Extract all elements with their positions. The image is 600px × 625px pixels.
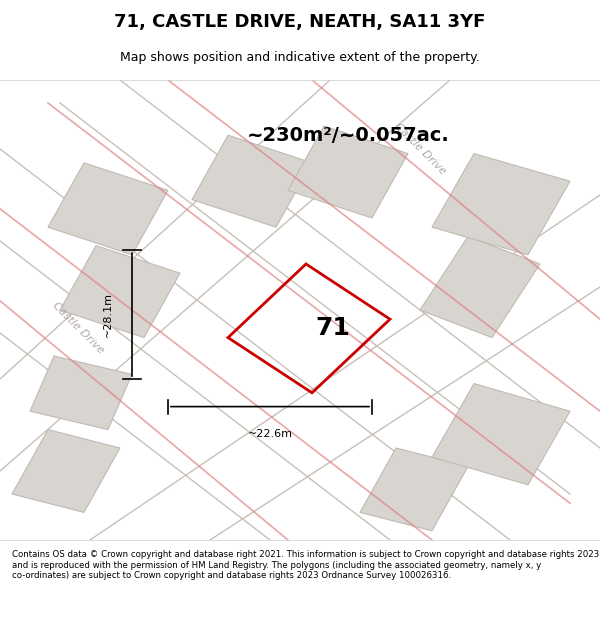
- Text: Map shows position and indicative extent of the property.: Map shows position and indicative extent…: [120, 51, 480, 64]
- Polygon shape: [360, 448, 468, 531]
- Text: Contains OS data © Crown copyright and database right 2021. This information is : Contains OS data © Crown copyright and d…: [12, 550, 599, 580]
- Text: Castle Drive: Castle Drive: [50, 301, 106, 356]
- Polygon shape: [432, 154, 570, 255]
- Text: ~28.1m: ~28.1m: [103, 292, 113, 337]
- Polygon shape: [288, 126, 408, 218]
- Polygon shape: [432, 384, 570, 485]
- Text: ~22.6m: ~22.6m: [248, 429, 293, 439]
- Polygon shape: [192, 135, 312, 228]
- Text: ~230m²/~0.057ac.: ~230m²/~0.057ac.: [247, 126, 449, 145]
- Text: 71, CASTLE DRIVE, NEATH, SA11 3YF: 71, CASTLE DRIVE, NEATH, SA11 3YF: [115, 13, 485, 31]
- Polygon shape: [12, 429, 120, 512]
- Text: Castle Drive: Castle Drive: [392, 121, 448, 177]
- Polygon shape: [420, 236, 540, 338]
- Text: 71: 71: [316, 316, 350, 341]
- Polygon shape: [48, 162, 168, 255]
- Polygon shape: [60, 246, 180, 338]
- Polygon shape: [30, 356, 132, 429]
